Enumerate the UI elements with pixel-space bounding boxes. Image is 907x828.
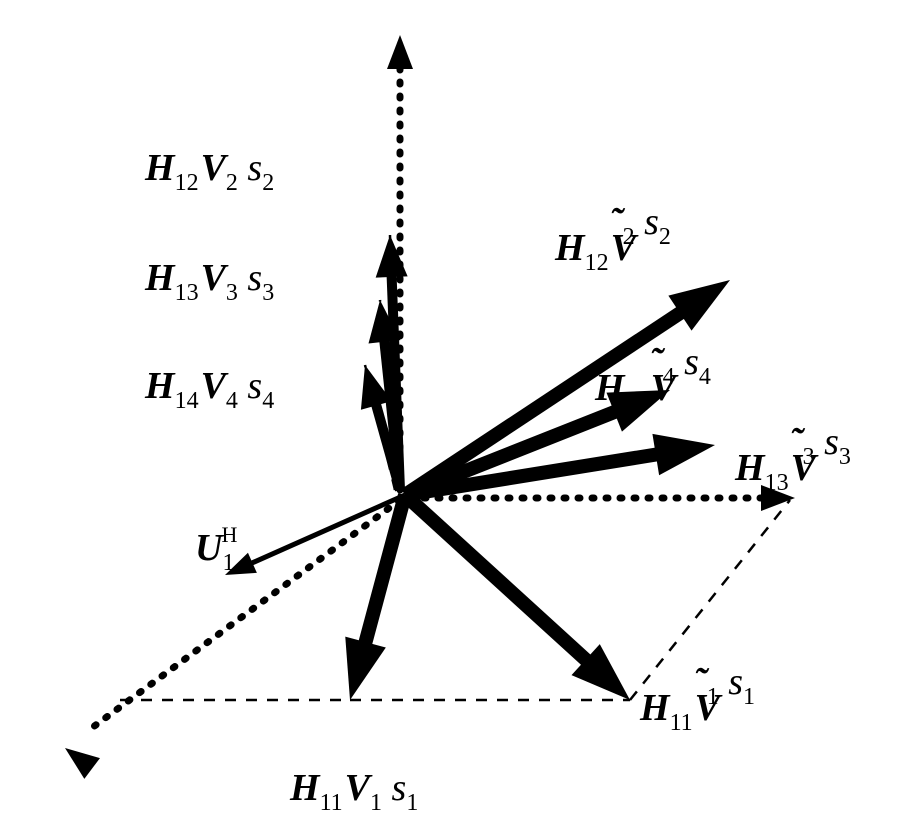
l_h12v2s2: H12V2 s2 (144, 147, 274, 196)
vector-diagram: H12V2 s2H13V3 s3H14V4 s4H12V˜2 s2H14V˜4 … (0, 0, 907, 828)
l_h13v3s3: H13V3 s3 (144, 257, 274, 306)
l_h14v4s4: H14V4 s4 (144, 365, 274, 414)
l_h11v1s1: H11V1 s1 (289, 767, 418, 816)
